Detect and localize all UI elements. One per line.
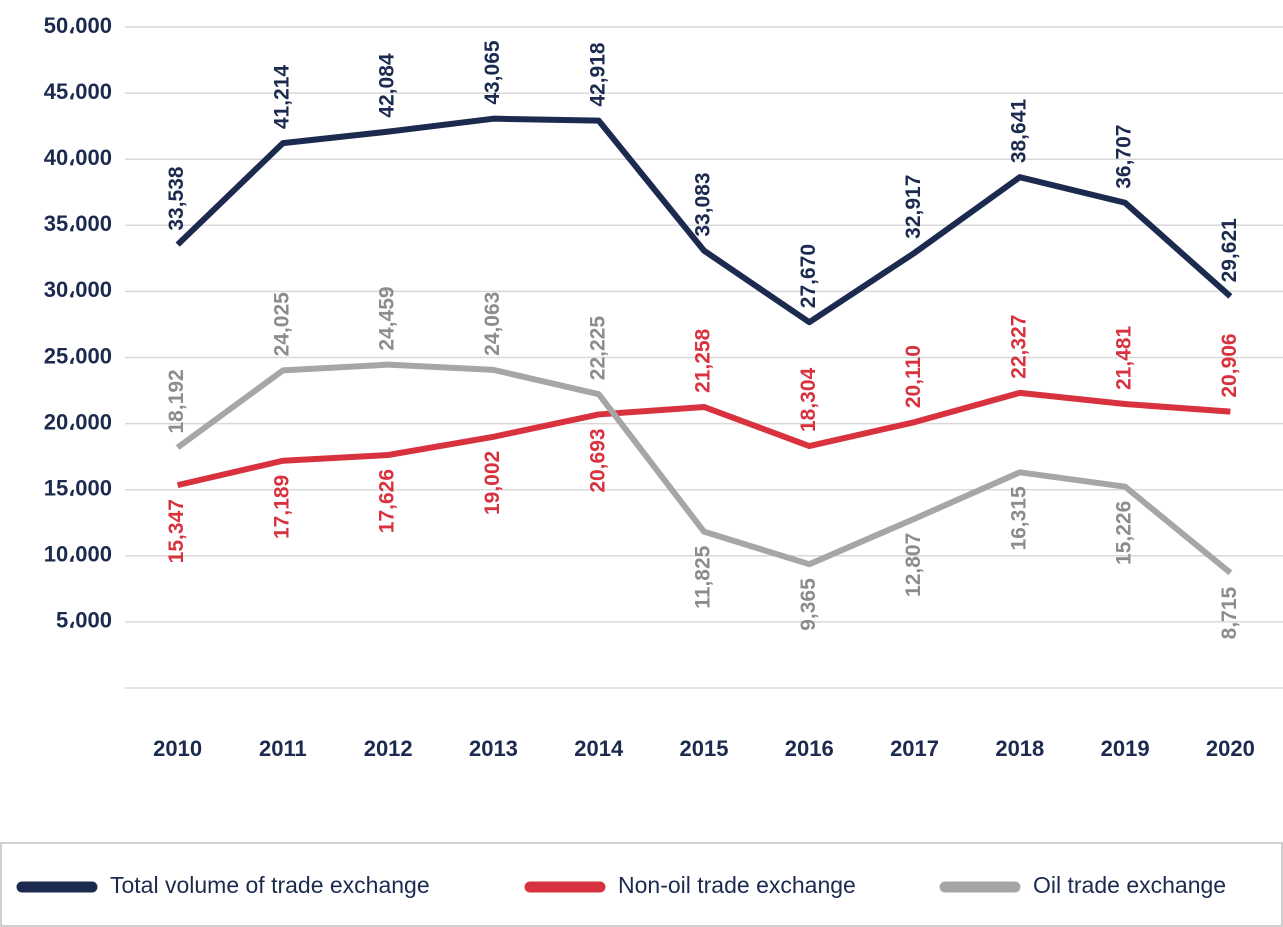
x-tick-label: 2012 xyxy=(364,736,413,761)
data-label: 41,214 xyxy=(270,65,293,130)
data-label: 20,906 xyxy=(1218,333,1241,397)
data-label: 16,315 xyxy=(1007,486,1030,551)
data-label: 24,025 xyxy=(270,292,293,357)
data-label: 9,365 xyxy=(797,578,820,631)
data-label: 42,918 xyxy=(586,42,609,107)
data-label: 11,825 xyxy=(692,545,715,608)
data-label: 20,693 xyxy=(586,428,609,492)
data-label: 18,192 xyxy=(165,369,188,433)
x-tick-label: 2017 xyxy=(890,736,939,761)
data-label: 15,347 xyxy=(165,499,188,563)
legend-box xyxy=(0,842,1283,927)
data-label: 27,670 xyxy=(797,244,820,308)
x-tick-label: 2011 xyxy=(259,736,307,761)
series-line xyxy=(175,361,1233,576)
data-label: 38,641 xyxy=(1007,99,1030,164)
data-label: 29,621 xyxy=(1218,218,1241,283)
y-tick-label: 10،000 xyxy=(44,542,112,567)
data-label: 33,083 xyxy=(692,172,715,236)
data-label: 32,917 xyxy=(902,175,925,239)
data-label: 43,065 xyxy=(481,40,504,105)
data-label: 20,110 xyxy=(902,345,925,408)
x-tick-label: 2013 xyxy=(469,736,518,761)
series-line xyxy=(176,389,1231,489)
y-tick-label: 5،000 xyxy=(56,608,112,633)
x-tick-label: 2018 xyxy=(995,736,1044,761)
data-label: 22,327 xyxy=(1007,315,1030,379)
data-label: 19,002 xyxy=(481,451,504,515)
y-tick-label: 30،000 xyxy=(44,277,112,302)
y-tick-label: 50،000 xyxy=(44,13,112,38)
series-line xyxy=(175,115,1233,326)
data-label: 15,226 xyxy=(1113,501,1136,565)
x-tick-label: 2010 xyxy=(153,736,202,761)
x-tick-label: 2016 xyxy=(785,736,834,761)
data-label: 8,715 xyxy=(1218,586,1241,639)
y-tick-label: 40،000 xyxy=(44,145,112,170)
data-label: 17,189 xyxy=(270,475,293,539)
data-label: 12,807 xyxy=(902,533,925,597)
y-tick-label: 35،000 xyxy=(44,211,112,236)
x-tick-label: 2019 xyxy=(1101,736,1150,761)
legend-label: Non-oil trade exchange xyxy=(618,872,856,898)
x-tick-label: 2020 xyxy=(1206,736,1255,761)
data-label: 24,459 xyxy=(376,286,399,350)
data-label: 36,707 xyxy=(1113,124,1136,188)
y-tick-label: 15،000 xyxy=(44,476,112,501)
data-label: 21,258 xyxy=(692,328,715,393)
y-tick-label: 25،000 xyxy=(44,343,112,368)
y-tick-label: 20،000 xyxy=(44,409,112,434)
data-label: 21,481 xyxy=(1113,325,1136,390)
legend-label: Total volume of trade exchange xyxy=(110,872,430,898)
data-label: 42,084 xyxy=(376,53,399,118)
y-tick-label: 45،000 xyxy=(44,79,112,104)
x-tick-label: 2015 xyxy=(680,736,729,761)
legend-label: Oil trade exchange xyxy=(1033,872,1226,898)
data-label: 24,063 xyxy=(481,292,504,356)
x-tick-label: 2014 xyxy=(574,736,624,761)
data-label: 17,626 xyxy=(376,469,399,533)
data-label: 18,304 xyxy=(797,367,820,432)
data-label: 33,538 xyxy=(165,166,188,231)
data-label: 22,225 xyxy=(586,316,609,381)
